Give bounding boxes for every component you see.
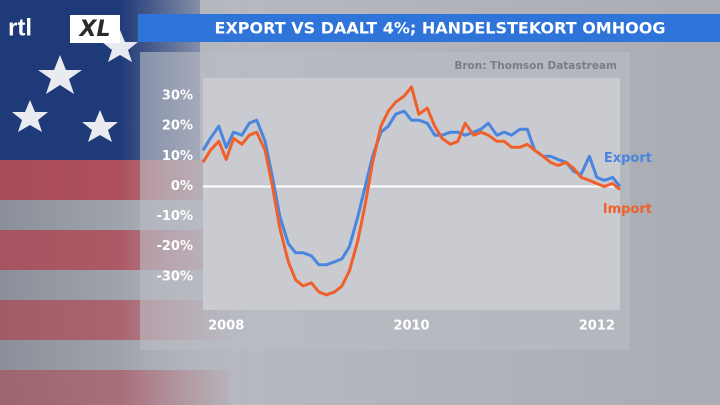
legend-label: Import: [603, 202, 652, 217]
y-tick-label: 30%: [162, 89, 193, 104]
source: Bron: Thomson Datastream: [454, 60, 617, 72]
logo-xl: XL: [78, 17, 111, 42]
title-bar: [138, 14, 720, 42]
chart-title: EXPORT VS DAALT 4%; HANDELSTEKORT OMHOOG: [215, 19, 666, 38]
plot-area: [203, 78, 620, 310]
y-tick-label: -20%: [156, 239, 193, 254]
y-tick-label: 10%: [162, 149, 193, 164]
y-tick-label: 20%: [162, 119, 193, 134]
y-tick-label: 0%: [171, 179, 193, 194]
x-tick-label: 2012: [579, 319, 615, 334]
series-line: [201, 85, 621, 297]
logo-rtl: rtl: [8, 14, 32, 41]
y-tick-label: -10%: [156, 209, 193, 224]
x-tick-label: 2008: [208, 319, 244, 334]
y-tick-label: -30%: [156, 269, 193, 284]
legend-label: Export: [604, 151, 652, 166]
x-tick-label: 2010: [393, 319, 429, 334]
series-line: [201, 109, 622, 267]
logo-box: [70, 15, 120, 43]
